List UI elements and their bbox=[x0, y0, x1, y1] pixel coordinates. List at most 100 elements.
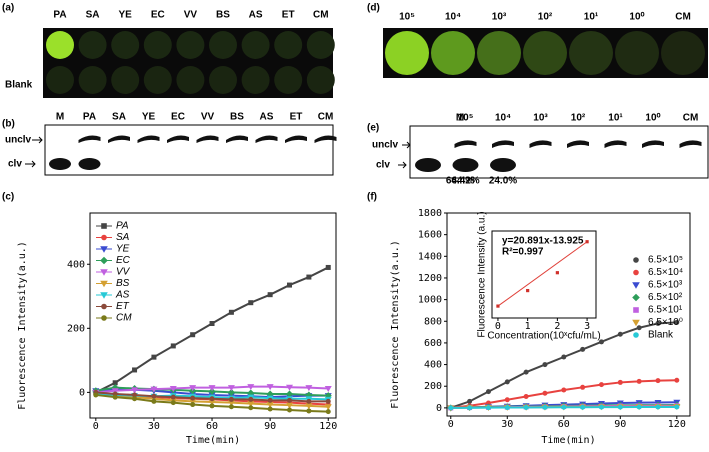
data-point bbox=[325, 264, 331, 270]
legend-marker bbox=[100, 256, 108, 265]
data-point bbox=[112, 394, 118, 400]
well bbox=[78, 31, 107, 59]
panel-label: (d) bbox=[367, 3, 380, 14]
data-point bbox=[209, 396, 215, 402]
lane-label: M bbox=[456, 113, 464, 124]
lane-label: BS bbox=[216, 10, 230, 21]
legend-label: Blank bbox=[648, 330, 674, 341]
lane-label: AS bbox=[249, 10, 263, 21]
lane-label: 10² bbox=[571, 113, 586, 124]
well bbox=[306, 31, 335, 59]
data-point bbox=[190, 402, 196, 408]
data-point bbox=[523, 404, 529, 410]
lane-label: CM bbox=[675, 12, 691, 23]
data-point bbox=[267, 397, 273, 403]
band-label: clv bbox=[376, 160, 390, 171]
arrow bbox=[32, 136, 43, 144]
lane-label: VV bbox=[201, 112, 215, 123]
data-point bbox=[209, 403, 215, 409]
x-tick-label: 3 bbox=[584, 321, 590, 332]
x-tick-label: 120 bbox=[319, 421, 337, 432]
data-point bbox=[617, 379, 623, 385]
row-label: Blank bbox=[5, 80, 33, 91]
data-point bbox=[208, 399, 216, 406]
legend-label: 6.5×10⁴ bbox=[648, 267, 683, 278]
fit-line bbox=[497, 241, 588, 307]
lane-label: M bbox=[56, 112, 64, 123]
data-point bbox=[266, 402, 274, 409]
legend-label: 6.5×10⁵ bbox=[648, 255, 683, 266]
data-point bbox=[496, 304, 500, 308]
data-point bbox=[287, 407, 293, 413]
data-point bbox=[247, 384, 255, 391]
y-tick-label: 400 bbox=[67, 259, 85, 270]
y-tick-label: 600 bbox=[424, 338, 442, 349]
data-point bbox=[190, 332, 196, 338]
data-point bbox=[555, 271, 559, 275]
x-tick-label: 30 bbox=[148, 421, 160, 432]
x-tick-label: 90 bbox=[614, 419, 626, 430]
y-tick-label: 1800 bbox=[418, 208, 442, 219]
data-point bbox=[132, 396, 138, 402]
legend-label: AS bbox=[115, 290, 130, 301]
data-point bbox=[542, 362, 548, 368]
data-point bbox=[190, 395, 196, 401]
legend-label: YE bbox=[116, 244, 130, 255]
data-point bbox=[112, 380, 118, 386]
x-tick-label: 90 bbox=[264, 421, 276, 432]
legend-marker bbox=[633, 332, 639, 338]
data-point bbox=[170, 400, 176, 406]
r-squared: R²=0.997 bbox=[502, 247, 544, 258]
y-axis-label: Fluorescence Intensity (a.u.) bbox=[477, 211, 488, 337]
data-point bbox=[306, 408, 312, 414]
legend-label: CM bbox=[116, 313, 132, 324]
equation: y=20.891x-13.925 bbox=[502, 236, 584, 247]
x-tick-label: 120 bbox=[668, 419, 686, 430]
legend-marker bbox=[100, 292, 108, 299]
panel-label: (c) bbox=[2, 192, 14, 203]
data-point bbox=[227, 385, 235, 392]
x-axis-label: Concentration(10ˣcfu/mL) bbox=[487, 331, 600, 342]
well bbox=[274, 31, 303, 59]
y-tick-label: 0 bbox=[79, 387, 85, 398]
panel-label: (e) bbox=[367, 123, 379, 134]
legend-label: 6.5×10² bbox=[648, 292, 683, 303]
well bbox=[385, 31, 429, 75]
data-point bbox=[132, 367, 138, 373]
y-axis-label: Fluorescence Intensity(a.u.) bbox=[17, 241, 28, 410]
well bbox=[241, 31, 270, 59]
band bbox=[604, 140, 627, 148]
legend-label: 6.5×10³ bbox=[648, 280, 683, 291]
lane-label: BS bbox=[230, 112, 244, 123]
data-point bbox=[655, 378, 661, 384]
data-point bbox=[324, 404, 332, 411]
well bbox=[111, 66, 140, 94]
x-tick-label: 0 bbox=[495, 321, 501, 332]
band-label: unclv bbox=[5, 135, 32, 146]
band bbox=[78, 158, 101, 170]
x-tick-label: 1 bbox=[525, 321, 531, 332]
data-point bbox=[526, 288, 530, 293]
band bbox=[108, 135, 130, 143]
x-tick-label: 30 bbox=[501, 419, 513, 430]
data-point bbox=[286, 402, 294, 409]
well bbox=[143, 66, 172, 94]
band bbox=[137, 135, 160, 143]
band bbox=[255, 135, 278, 143]
legend-label: 6.5×10¹ bbox=[648, 305, 683, 316]
band bbox=[415, 158, 441, 172]
data-point bbox=[248, 396, 254, 402]
data-point bbox=[561, 387, 567, 393]
data-point bbox=[248, 300, 254, 306]
data-point bbox=[111, 388, 119, 395]
legend-marker bbox=[101, 315, 107, 321]
x-axis-label: Time(min) bbox=[541, 435, 595, 446]
data-point bbox=[132, 392, 138, 398]
well bbox=[523, 31, 567, 75]
y-tick-label: 400 bbox=[424, 360, 442, 371]
data-point bbox=[266, 384, 274, 391]
data-point bbox=[305, 385, 313, 392]
lane-label: SA bbox=[86, 10, 100, 21]
band-label: clv bbox=[8, 159, 22, 170]
lane-label: 10⁴ bbox=[495, 113, 511, 124]
